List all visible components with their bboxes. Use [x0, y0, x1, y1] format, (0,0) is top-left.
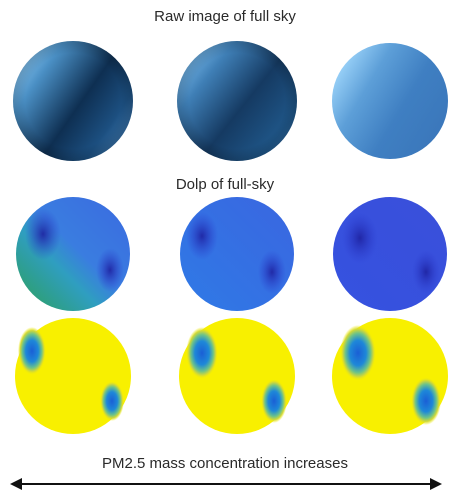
raw-image-row — [0, 36, 450, 176]
aop-map-2 — [179, 318, 295, 434]
dolp-map-3 — [333, 197, 447, 311]
pm25-caption: PM2.5 mass concentration increases — [102, 455, 348, 472]
aop-map-3 — [332, 318, 448, 434]
raw-sky-image-2 — [177, 41, 297, 161]
raw-image-title: Raw image of full sky — [154, 8, 296, 25]
double-headed-arrow-icon — [10, 478, 442, 490]
raw-sky-image-3 — [332, 43, 448, 159]
dolp-map-2 — [180, 197, 294, 311]
aop-row — [0, 313, 450, 453]
dolp-row — [0, 196, 450, 336]
raw-sky-image-1 — [13, 41, 133, 161]
aop-map-1 — [15, 318, 131, 434]
dolp-map-1 — [16, 197, 130, 311]
dolp-title: Dolp of full-sky — [175, 176, 275, 193]
